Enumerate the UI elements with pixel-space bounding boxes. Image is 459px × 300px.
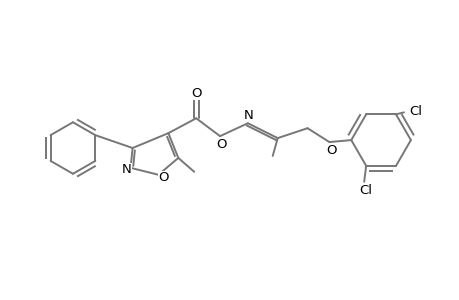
Text: O: O bbox=[158, 171, 168, 184]
Text: O: O bbox=[215, 138, 226, 151]
Text: N: N bbox=[243, 109, 253, 122]
Text: N: N bbox=[122, 163, 131, 176]
Text: O: O bbox=[325, 143, 336, 157]
Text: Cl: Cl bbox=[359, 184, 372, 197]
Text: Cl: Cl bbox=[409, 105, 421, 118]
Text: O: O bbox=[190, 87, 201, 100]
